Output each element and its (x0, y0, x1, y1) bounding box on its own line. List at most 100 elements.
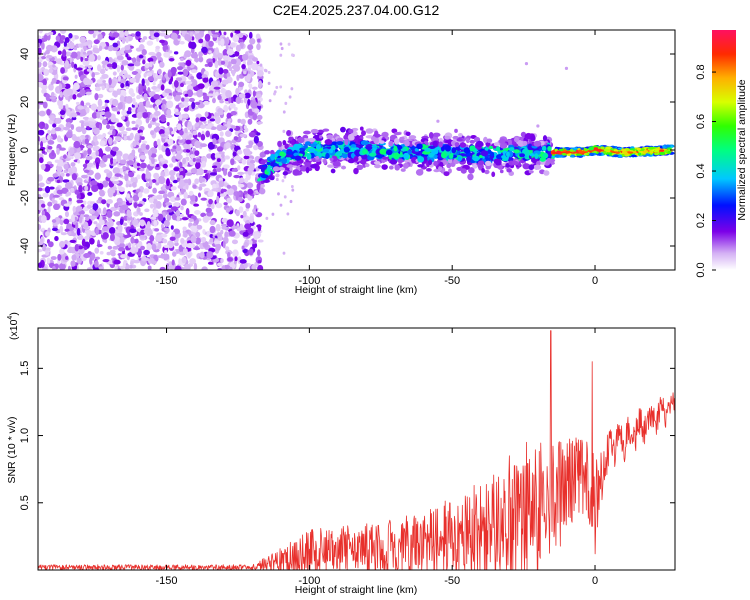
noise-cell (224, 155, 231, 160)
noise-cell (92, 33, 96, 38)
noise-cell (38, 110, 46, 117)
noise-cell (221, 188, 227, 193)
noise-cell (243, 190, 248, 195)
signal-cell (373, 160, 381, 165)
outlier-cell (436, 119, 440, 123)
noise-cell (206, 251, 214, 259)
noise-cell (172, 91, 177, 97)
snr-multiplier: (x104) (7, 312, 20, 340)
noise-cell (142, 111, 149, 119)
snr-xlabel: Height of straight line (km) (295, 584, 418, 596)
signal-cell (291, 161, 299, 166)
signal-cell (487, 149, 492, 154)
noise-cell (72, 205, 77, 213)
noise-cell (231, 239, 238, 245)
noise-cell (146, 242, 152, 251)
noise-cell (230, 110, 238, 116)
noise-cell (180, 198, 187, 206)
noise-cell (57, 50, 62, 55)
noise-cell (41, 243, 47, 252)
signal-cell (454, 142, 460, 147)
noise-cell (124, 45, 131, 51)
noise-cell (248, 50, 253, 54)
noise-cell (143, 249, 150, 256)
band-cell (585, 153, 589, 156)
signal-cell (456, 166, 463, 171)
noise-cell (144, 63, 150, 69)
noise-cell (212, 183, 217, 190)
noise-cell (99, 68, 106, 75)
noise-cell (63, 40, 67, 48)
noise-cell (52, 266, 56, 270)
noise-cell (192, 157, 196, 162)
noise-cell (193, 247, 201, 251)
noise-cell (82, 163, 88, 168)
noise-cell (131, 149, 136, 156)
band-cell (583, 148, 588, 152)
noise-cell (152, 117, 156, 122)
signal-cell (302, 134, 309, 140)
signal-cell (341, 165, 347, 170)
noise-cell (254, 108, 260, 114)
noise-cell (50, 91, 55, 98)
noise-cell (78, 216, 83, 224)
noise-cell (160, 84, 165, 91)
noise-cell (38, 187, 43, 192)
signal-cell (528, 170, 534, 174)
noise-cell (40, 163, 46, 171)
noise-cell (92, 128, 98, 133)
noise-cell (164, 34, 171, 39)
signal-cell (414, 148, 420, 152)
noise-cell (52, 194, 61, 198)
noise-cell (134, 134, 140, 143)
noise-cell (257, 249, 261, 257)
noise-cell (227, 171, 232, 178)
noise-cell (66, 88, 74, 96)
noise-cell (189, 258, 197, 265)
signal-cell (457, 156, 462, 162)
noise-cell (184, 93, 189, 97)
noise-cell (114, 173, 122, 177)
noise-cell (88, 44, 92, 49)
noise-cell (185, 172, 193, 176)
noise-cell (106, 199, 113, 204)
noise-cell (153, 32, 160, 38)
noise-cell (230, 32, 234, 38)
noise-cell (148, 51, 156, 56)
noise-cell (130, 246, 136, 254)
band-cell (575, 153, 582, 156)
noise-cell (215, 202, 223, 209)
noise-cell (41, 88, 47, 94)
noise-cell (156, 51, 162, 58)
snr-xtick-label: -50 (444, 575, 460, 587)
noise-cell (170, 66, 177, 74)
noise-cell (124, 30, 129, 37)
noise-cell (113, 91, 118, 98)
noise-cell (147, 149, 153, 157)
signal-cell (394, 138, 400, 145)
noise-cell (226, 197, 233, 204)
noise-cell (58, 240, 66, 248)
noise-cell (38, 30, 43, 34)
signal-cell (499, 143, 508, 149)
noise-cell (66, 231, 72, 236)
noise-cell (166, 253, 170, 260)
noise-cell (129, 264, 133, 269)
noise-cell (210, 153, 217, 160)
noise-cell (38, 35, 42, 40)
noise-cell (208, 50, 212, 54)
signal-cell (477, 160, 485, 166)
noise-cell (77, 159, 81, 164)
noise-cell (247, 188, 254, 195)
noise-cell (202, 77, 209, 83)
noise-cell (62, 154, 67, 159)
noise-cell (182, 157, 187, 165)
noise-cell (76, 227, 81, 236)
noise-cell (196, 72, 204, 80)
noise-cell (65, 122, 72, 129)
noise-cell (207, 261, 214, 265)
snr-multiplier-close: ) (8, 312, 20, 316)
band-cell (637, 152, 642, 156)
noise-cell (101, 119, 108, 125)
noise-cell (201, 46, 208, 54)
